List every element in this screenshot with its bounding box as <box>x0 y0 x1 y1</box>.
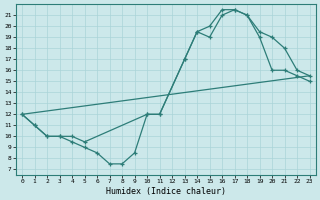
X-axis label: Humidex (Indice chaleur): Humidex (Indice chaleur) <box>106 187 226 196</box>
